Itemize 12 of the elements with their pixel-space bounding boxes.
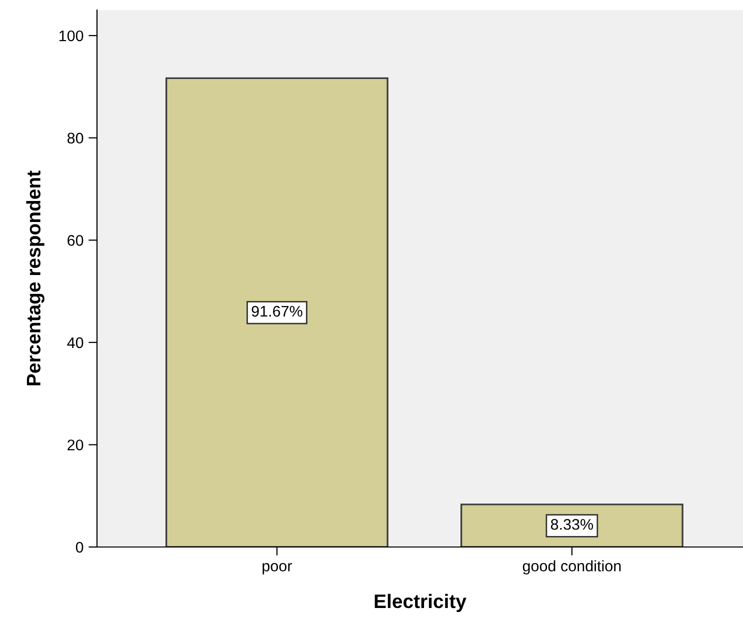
x-tick-label: poor	[262, 563, 292, 574]
y-tick-label: 0	[76, 542, 84, 553]
data-label: 91.67%	[252, 306, 302, 317]
x-axis-title: Electricity	[374, 594, 466, 612]
data-label: 8.33%	[550, 518, 594, 530]
y-tick-label: 100	[59, 30, 84, 42]
y-tick-label: 40	[67, 337, 84, 348]
x-tick-label: good condition	[522, 560, 621, 574]
y-tick-label: 20	[68, 440, 84, 450]
y-tick-label: 60	[68, 235, 84, 246]
y-tick-label: 80	[67, 132, 84, 144]
y-axis-title: Percentage respondent	[26, 170, 44, 386]
